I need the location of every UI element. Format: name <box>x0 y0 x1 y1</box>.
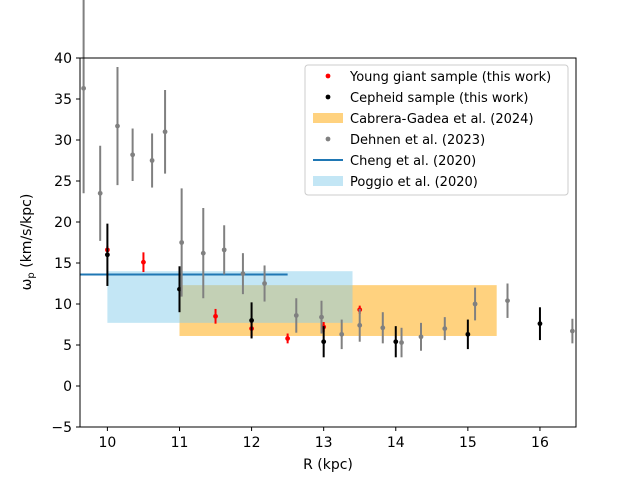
data-point <box>249 318 254 323</box>
x-tick-label: 10 <box>98 435 116 451</box>
legend-label: Cepheid sample (this work) <box>350 91 528 106</box>
data-point <box>97 190 103 196</box>
legend-patch <box>313 113 343 123</box>
data-point <box>465 331 471 337</box>
y-tick-label: 5 <box>63 338 72 354</box>
x-tick-label: 16 <box>531 435 549 451</box>
data-point <box>130 152 136 158</box>
y-axis-label: ωp (km/s/kpc) <box>19 194 37 291</box>
legend-patch <box>313 176 343 186</box>
y-tick-label: 0 <box>63 379 72 395</box>
data-point <box>104 252 110 258</box>
x-tick-label: 15 <box>459 435 477 451</box>
data-point <box>213 313 218 319</box>
data-point <box>221 247 227 253</box>
series-layer <box>81 0 575 358</box>
data-point <box>319 314 324 320</box>
data-point <box>149 158 155 163</box>
legend-label: Poggio et al. (2020) <box>350 175 478 190</box>
legend: Young giant sample (this work) Cepheid sa… <box>304 64 569 196</box>
data-point <box>285 336 291 341</box>
series-1 <box>104 223 543 358</box>
data-point <box>321 339 327 345</box>
legend-marker <box>325 136 331 142</box>
y-tick-label: 10 <box>54 297 72 313</box>
ticks-layer: 10 11 12 13 14 15 16 −5 0 5 10 15 20 25 30 35 40 <box>51 51 549 451</box>
data-point <box>141 259 146 265</box>
data-point <box>393 339 399 345</box>
series-2 <box>81 0 575 358</box>
data-point <box>81 85 87 91</box>
plot-frame <box>79 57 577 428</box>
x-axis-label: R (kpc) <box>303 457 353 473</box>
y-tick-label: 35 <box>54 92 72 108</box>
data-point <box>505 298 510 304</box>
legend-marker <box>325 94 331 100</box>
y-tick-label: 30 <box>54 133 72 149</box>
data-point <box>179 240 185 245</box>
x-tick-label: 14 <box>387 435 405 451</box>
x-tick-label: 13 <box>315 435 333 451</box>
band-1 <box>107 271 353 323</box>
data-point <box>380 325 386 331</box>
data-point <box>293 313 299 318</box>
legend-marker <box>325 73 331 79</box>
y-tick-label: 15 <box>54 256 72 272</box>
legend-label: Cheng et al. (2020) <box>350 154 476 169</box>
data-point <box>115 123 120 129</box>
data-point <box>442 326 448 331</box>
x-tick-label: 11 <box>171 435 189 451</box>
data-point <box>472 301 478 307</box>
y-tick-label: −5 <box>51 420 72 436</box>
legend-label: Cabrera-Gadea et al. (2024) <box>350 112 534 127</box>
data-point <box>399 340 404 345</box>
data-point <box>569 328 575 334</box>
data-point <box>339 331 345 337</box>
data-point <box>240 271 246 277</box>
legend-label: Dehnen et al. (2023) <box>350 133 485 148</box>
y-tick-label: 40 <box>54 51 72 67</box>
legend-box <box>304 64 569 196</box>
data-point <box>162 129 168 135</box>
data-point <box>262 281 267 286</box>
data-point <box>418 334 424 340</box>
y-tick-label: 20 <box>54 215 72 231</box>
data-point <box>200 250 206 256</box>
data-point <box>357 322 363 328</box>
bands-layer <box>107 271 497 336</box>
y-tick-label: 25 <box>54 174 72 190</box>
data-point <box>537 321 543 327</box>
x-tick-label: 12 <box>243 435 261 451</box>
legend-label: Young giant sample (this work) <box>349 70 551 85</box>
